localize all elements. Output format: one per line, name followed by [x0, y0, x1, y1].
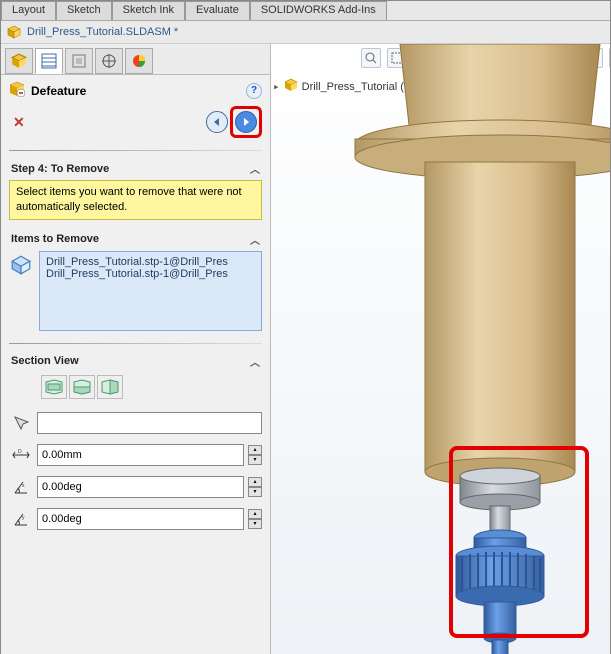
next-button-highlight — [230, 106, 262, 138]
spin-up[interactable]: ▴ — [248, 445, 262, 455]
section-angle-x-input[interactable] — [37, 476, 244, 498]
spin-up[interactable]: ▴ — [248, 509, 262, 519]
fm-tabs — [1, 44, 270, 75]
chevron-up-icon[interactable]: ︿ — [250, 232, 260, 247]
defeature-icon — [9, 81, 25, 100]
section-view-label: Section View — [11, 355, 79, 367]
chuck-highlight-box — [449, 446, 589, 638]
fm-tab-config-manager[interactable] — [65, 48, 93, 74]
spin-down[interactable]: ▾ — [248, 519, 262, 529]
spin-up[interactable]: ▴ — [248, 477, 262, 487]
pm-controls-row: ✕ — [1, 102, 270, 146]
section-top-plane-button[interactable] — [69, 375, 95, 399]
entity-select-icon — [9, 411, 33, 435]
section-distance-input[interactable] — [37, 444, 244, 466]
close-icon[interactable]: ✕ — [9, 114, 29, 131]
section-angle-y-input[interactable] — [37, 508, 244, 530]
list-item[interactable]: Drill_Press_Tutorial.stp-1@Drill_Pres — [46, 256, 255, 268]
property-manager-panel: Defeature ? ✕ Step 4: To Remove ︿ Se — [1, 44, 271, 654]
list-item[interactable]: Drill_Press_Tutorial.stp-1@Drill_Pres — [46, 268, 255, 280]
svg-text:D: D — [18, 449, 22, 455]
spin-down[interactable]: ▾ — [248, 487, 262, 497]
ribbon-tab-evaluate[interactable]: Evaluate — [185, 1, 250, 20]
assembly-icon — [7, 25, 21, 39]
divider — [9, 150, 262, 151]
graphics-viewport[interactable]: ▸ Drill_Press_Tutorial (Defa... — [271, 44, 610, 654]
fm-tab-property-manager[interactable] — [35, 48, 63, 74]
pm-title-label: Defeature — [31, 84, 86, 98]
distance-icon: D — [9, 443, 33, 467]
ribbon-tab-sketch[interactable]: Sketch — [56, 1, 112, 20]
angle-y-icon: y — [9, 507, 33, 531]
pm-header: Defeature ? — [1, 75, 270, 102]
section-view-header[interactable]: Section View ︿ — [1, 348, 270, 373]
fm-tab-dimxpert[interactable] — [95, 48, 123, 74]
step-header-label: Step 4: To Remove — [11, 163, 109, 175]
back-button[interactable] — [206, 111, 228, 133]
fm-tab-feature-tree[interactable] — [5, 48, 33, 74]
section-right-plane-button[interactable] — [97, 375, 123, 399]
ribbon-tab-layout[interactable]: Layout — [1, 1, 56, 20]
svg-text:x: x — [22, 483, 25, 489]
items-to-remove-list[interactable]: Drill_Press_Tutorial.stp-1@Drill_Pres Dr… — [39, 251, 262, 331]
fm-tab-display-manager[interactable] — [125, 48, 153, 74]
help-icon[interactable]: ? — [246, 83, 262, 99]
items-header-label: Items to Remove — [11, 233, 99, 245]
body-icon — [9, 253, 33, 277]
step-header[interactable]: Step 4: To Remove ︿ — [1, 155, 270, 180]
items-header[interactable]: Items to Remove ︿ — [1, 226, 270, 251]
hint-box: Select items you want to remove that wer… — [9, 180, 262, 220]
svg-text:y: y — [22, 515, 25, 521]
next-button[interactable] — [235, 111, 257, 133]
ribbon-tab-sketch-ink[interactable]: Sketch Ink — [112, 1, 185, 20]
document-tab-label[interactable]: Drill_Press_Tutorial.SLDASM * — [27, 26, 178, 38]
spin-down[interactable]: ▾ — [248, 455, 262, 465]
section-front-plane-button[interactable] — [41, 375, 67, 399]
chevron-up-icon[interactable]: ︿ — [250, 354, 260, 369]
divider — [9, 343, 262, 344]
ribbon-tabs: Layout Sketch Sketch Ink Evaluate SOLIDW… — [1, 1, 610, 21]
section-plane-buttons — [41, 375, 262, 399]
document-tab-row: Drill_Press_Tutorial.SLDASM * — [1, 21, 610, 44]
chevron-up-icon[interactable]: ︿ — [250, 161, 260, 176]
section-entity-input[interactable] — [37, 412, 262, 434]
angle-x-icon: x — [9, 475, 33, 499]
ribbon-tab-addins[interactable]: SOLIDWORKS Add-Ins — [250, 1, 387, 20]
